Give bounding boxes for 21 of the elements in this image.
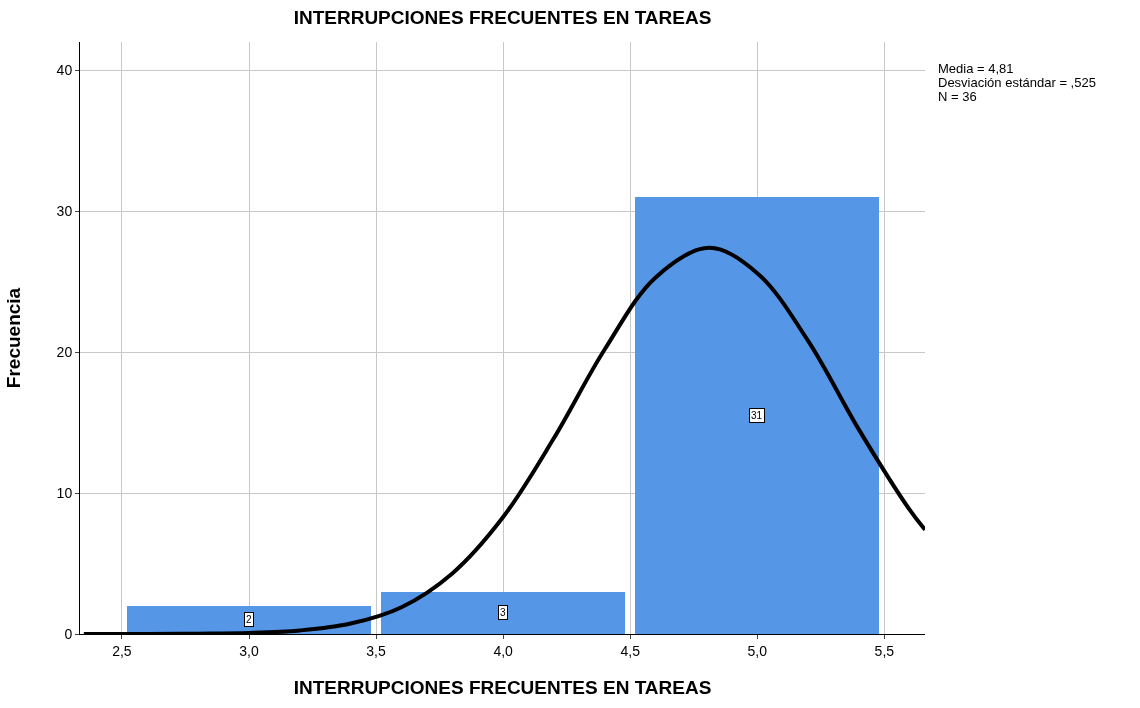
y-tick-label: 20: [56, 344, 73, 360]
x-tick-label: 2,5: [112, 642, 132, 659]
x-tick-label: 5,0: [747, 642, 768, 659]
x-tick-label: 4,5: [620, 642, 641, 659]
chart-title: INTERRUPCIONES FRECUENTES EN TAREAS: [293, 6, 712, 28]
x-tick-label: 4,0: [493, 642, 514, 659]
data-label: 2: [246, 614, 252, 625]
y-tick-label: 40: [56, 62, 73, 79]
data-label: 31: [751, 410, 763, 421]
x-tick-label: 5,5: [874, 642, 895, 659]
text: N = 36: [938, 89, 977, 104]
y-axis-title: Frecuencia: [3, 287, 25, 389]
y-tick-label: 30: [56, 203, 73, 220]
text: Desviación estándar = ,525: [938, 75, 1096, 90]
y-tick-label: 10: [56, 484, 73, 501]
x-tick-label: 3,0: [239, 642, 259, 659]
x-tick-label: 3,5: [366, 642, 387, 659]
data-label: 3: [500, 607, 506, 618]
text: Media = 4,81: [938, 61, 1014, 76]
x-axis-title: INTERRUPCIONES FRECUENTES EN TAREAS: [293, 676, 712, 698]
y-tick-label: 0: [64, 625, 73, 642]
